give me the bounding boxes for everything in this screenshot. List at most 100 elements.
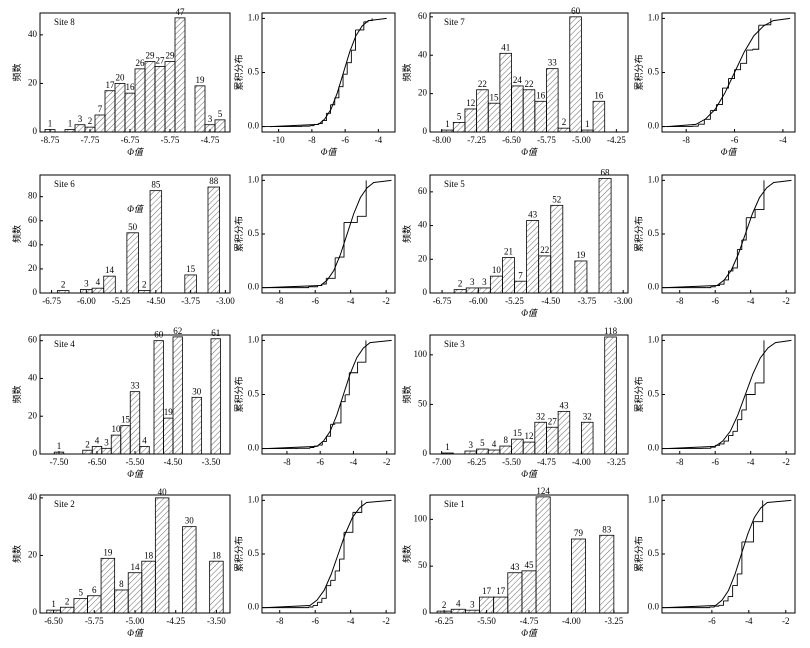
bar	[80, 288, 93, 294]
x-axis-label: Φ值	[127, 628, 145, 638]
bar-label: 24	[513, 75, 523, 85]
bar-label: 20	[116, 72, 126, 82]
bar-label: 15	[121, 415, 131, 425]
bar-label: 41	[501, 42, 510, 52]
x-tick-label: -7.00	[432, 457, 451, 467]
bar	[100, 557, 116, 614]
cdf-step	[338, 74, 344, 88]
bar	[521, 570, 537, 614]
bar	[522, 89, 536, 133]
y-tick-label: 80	[28, 191, 38, 201]
bar-label: 17	[482, 586, 492, 596]
cdf-step	[340, 394, 346, 403]
y-tick-label: 0	[33, 448, 38, 458]
x-tick-label: -4	[375, 135, 383, 145]
bar-label: 12	[466, 98, 475, 108]
cdf-step	[357, 180, 367, 217]
bar-label: 4	[456, 598, 461, 608]
bar-label: 3	[470, 599, 475, 609]
bar-label: 1	[48, 119, 53, 129]
x-tick-label: -5.50	[502, 457, 521, 467]
cdf-step	[343, 62, 348, 75]
x-tick-label: -3.50	[202, 457, 221, 467]
x-axis-label: Φ值	[127, 469, 145, 479]
x-tick-label: -8	[308, 135, 316, 145]
cdf-step	[334, 86, 340, 99]
bar-label: 4	[95, 436, 100, 446]
cdf-step	[706, 286, 712, 289]
x-tick-label: -4.25	[166, 616, 185, 626]
x-tick-label: -6.25	[435, 616, 454, 626]
x-tick-label: -6.75	[42, 296, 61, 306]
bar	[194, 85, 206, 133]
y-tick-label: 0.0	[248, 121, 260, 131]
cdf-step	[722, 78, 729, 89]
bar-label: 60	[571, 6, 581, 16]
y-tick-label: 0.0	[648, 282, 660, 292]
bar	[476, 89, 489, 133]
y-axis-label: 频数	[401, 225, 412, 243]
y-axis-label: 累积分布	[233, 536, 244, 572]
x-tick-label: -4.75	[537, 457, 556, 467]
bar	[84, 126, 96, 133]
bar	[138, 290, 151, 294]
y-tick-label: 1.0	[248, 494, 260, 504]
x-tick-label: -6.75	[433, 296, 452, 306]
cdf-step	[321, 278, 327, 285]
cdf-curve	[666, 17, 791, 128]
cdf-step	[334, 401, 342, 424]
y-tick-label: 1.0	[648, 12, 660, 22]
bar-label: 2	[65, 596, 70, 606]
bar-label: 3	[104, 437, 109, 447]
bar-label: 8	[119, 579, 124, 589]
bar	[154, 66, 166, 133]
bar-label: 1	[68, 119, 73, 129]
x-tick-label: -5.25	[112, 296, 131, 306]
bar	[120, 425, 131, 455]
y-axis-label: 累积分布	[633, 376, 644, 412]
x-tick-label: -6.75	[121, 135, 140, 145]
panel-title: Site 8	[54, 17, 75, 27]
bar-label: 19	[196, 75, 206, 85]
bar	[210, 338, 221, 455]
x-axis-label: Φ值	[721, 147, 739, 157]
bar	[104, 90, 116, 133]
bar-label: 1	[445, 119, 450, 129]
bar	[191, 396, 202, 455]
plot-frame	[261, 12, 396, 133]
y-tick-label: 1.0	[648, 494, 660, 504]
cdf-step	[704, 607, 711, 609]
cdf-step	[312, 602, 318, 607]
bar-label: 3	[78, 114, 83, 124]
bar	[499, 445, 512, 455]
y-axis-label: 累积分布	[633, 536, 644, 572]
bar	[464, 609, 480, 614]
bar	[574, 260, 588, 294]
y-tick-label: 0	[423, 448, 428, 458]
bar-label: 2	[142, 280, 147, 290]
y-tick-label: 0	[423, 287, 428, 297]
x-tick-label: -6	[711, 296, 719, 306]
bar	[477, 287, 491, 294]
bar	[64, 129, 76, 133]
bar-label: 1	[585, 119, 590, 129]
bar	[82, 449, 93, 455]
panel-title: Site 2	[54, 499, 75, 509]
y-tick-label: 0.0	[248, 602, 260, 612]
y-axis-label: 频数	[401, 385, 412, 403]
y-tick-label: 50	[418, 560, 428, 570]
x-tick-label: -8	[682, 135, 690, 145]
bar	[87, 595, 102, 614]
x-tick-label: -6	[731, 135, 739, 145]
x-tick-label: -4.50	[164, 457, 183, 467]
bar-label: 62	[173, 326, 182, 336]
y-tick-label: 20	[28, 77, 38, 87]
bar	[209, 560, 224, 614]
bar	[453, 289, 467, 294]
bar-label: 17	[496, 586, 506, 596]
x-tick-label: -8	[276, 296, 284, 306]
x-tick-label: -5.00	[572, 135, 591, 145]
y-tick-label: 100	[414, 513, 428, 523]
bar-label: 21	[504, 247, 513, 257]
bar-label: 45	[525, 560, 535, 570]
